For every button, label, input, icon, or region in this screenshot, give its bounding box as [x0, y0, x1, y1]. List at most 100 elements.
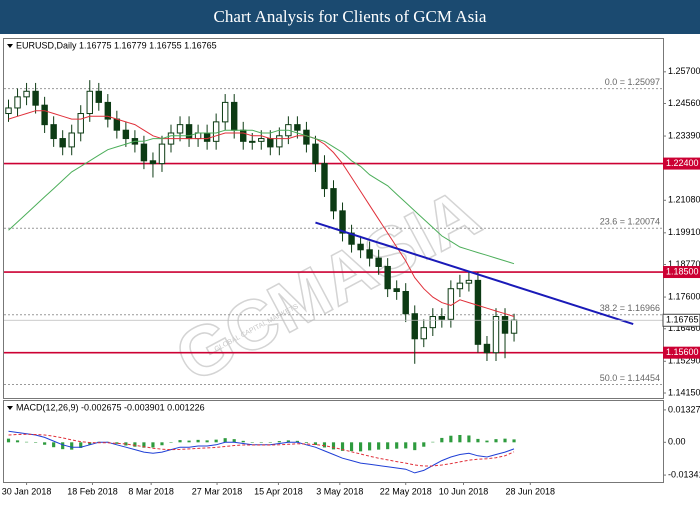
level-label: 1.15600: [666, 347, 699, 357]
macd-histogram-bar: [61, 442, 65, 450]
candle-body: [339, 210, 346, 234]
macd-histogram-bar: [476, 438, 480, 443]
macd-histogram-bar: [34, 442, 38, 443]
macd-histogram-bar: [404, 442, 408, 449]
macd-histogram-bar: [70, 442, 74, 450]
macd-histogram-bar: [431, 441, 435, 443]
title-bar: [0, 0, 700, 34]
x-tick-label: 22 May 2018: [380, 486, 432, 496]
candle-body: [402, 290, 409, 315]
candle-body: [393, 288, 400, 292]
symbol-header: EURUSD,Daily 1.16775 1.16779 1.16755 1.1…: [16, 40, 217, 50]
macd-histogram-bar: [386, 442, 390, 450]
candle-body: [312, 143, 319, 165]
candle-body: [366, 249, 373, 259]
candle-body: [212, 121, 220, 142]
candle-body: [330, 188, 337, 212]
candle-body: [456, 282, 464, 290]
candle-body: [321, 163, 328, 190]
candle-body: [176, 124, 184, 134]
candle-body: [501, 316, 509, 334]
y-tick-label: 1.21080: [668, 195, 700, 205]
macd-histogram-bar: [494, 439, 498, 443]
macd-histogram-bar: [15, 440, 20, 443]
x-tick-label: 3 May 2018: [316, 486, 363, 496]
macd-histogram-bar: [160, 442, 164, 446]
candle-body: [23, 90, 30, 98]
candle-body: [276, 135, 283, 148]
macd-histogram-bar: [259, 442, 263, 443]
macd-header: MACD(12,26,9) -0.002675 -0.003901 0.0012…: [16, 402, 205, 412]
candle-body: [375, 257, 382, 267]
macd-histogram-bar: [295, 440, 299, 443]
chart-title: Chart Analysis for Clients of GCM Asia: [214, 7, 487, 26]
macd-histogram-bar: [169, 442, 173, 443]
candle-body: [203, 132, 211, 142]
candle-body: [140, 143, 148, 162]
header-arrow: [7, 406, 13, 410]
macd-histogram-bar: [368, 442, 372, 451]
macd-histogram-bar: [349, 442, 354, 452]
macd-y-tick-label: 0.013271: [668, 404, 700, 414]
macd-histogram-bar: [340, 442, 345, 451]
candle-body: [59, 138, 66, 148]
level-label: 1.18500: [666, 266, 699, 276]
candle-body: [474, 279, 482, 345]
candle-body: [95, 90, 102, 103]
fib-label: 38.2 = 1.16966: [600, 303, 660, 313]
macd-histogram-bar: [268, 442, 272, 443]
macd-histogram-bar: [115, 442, 119, 444]
candle-body: [86, 90, 93, 115]
candle-body: [249, 140, 256, 143]
macd-y-tick-label: -0.01341: [668, 469, 700, 479]
x-tick-label: 10 Jun 2018: [439, 486, 489, 496]
y-tick-label: 1.24560: [668, 98, 700, 108]
candle-body: [258, 138, 265, 142]
candle-body: [411, 313, 418, 340]
macd-histogram-bar: [485, 440, 489, 443]
fib-label: 23.6 = 1.20074: [600, 217, 660, 227]
candle-body: [465, 279, 473, 284]
candle-body: [5, 107, 12, 115]
macd-pane: [3, 400, 664, 483]
y-tick-label: 1.16460: [668, 323, 700, 333]
current-price-label: 1.16765: [666, 315, 699, 325]
macd-histogram-bar: [205, 440, 209, 443]
candle-body: [230, 101, 238, 131]
current-price-tag: [662, 313, 700, 327]
candle-body: [384, 265, 391, 290]
macd-histogram-bar: [178, 440, 182, 443]
y-tick-label: 1.17600: [668, 291, 700, 301]
candle-body: [492, 316, 500, 354]
macd-histogram-bar: [304, 442, 308, 444]
candle-body: [438, 316, 446, 320]
macd-histogram-bar: [52, 442, 56, 448]
candle-body: [357, 243, 364, 251]
candle-body: [68, 132, 75, 148]
macd-histogram-bar: [313, 442, 318, 446]
fib-label: 50.0 = 1.14454: [600, 373, 660, 383]
macd-histogram-bar: [377, 442, 381, 450]
macd-histogram-bar: [250, 442, 254, 443]
macd-histogram-bar: [133, 442, 137, 447]
y-tick-label: 1.14150: [668, 387, 700, 397]
macd-histogram-bar: [241, 440, 245, 443]
macd-histogram-bar: [124, 442, 128, 446]
candle-body: [510, 319, 518, 334]
candle-body: [483, 343, 491, 354]
level-tag: [663, 346, 700, 359]
macd-histogram-bar: [151, 442, 155, 448]
macd-histogram-bar: [196, 439, 200, 443]
x-tick-label: 28 Jun 2018: [506, 486, 556, 496]
macd-histogram-bar: [6, 438, 11, 443]
macd-histogram-bar: [467, 435, 471, 443]
candle-body: [303, 129, 310, 145]
macd-histogram-bar: [286, 440, 290, 443]
trendline: [315, 221, 634, 325]
candle-body: [41, 104, 48, 126]
x-tick-label: 27 Mar 2018: [192, 486, 243, 496]
macd-signal-line: [8, 433, 515, 467]
macd-histogram-bar: [503, 438, 507, 443]
